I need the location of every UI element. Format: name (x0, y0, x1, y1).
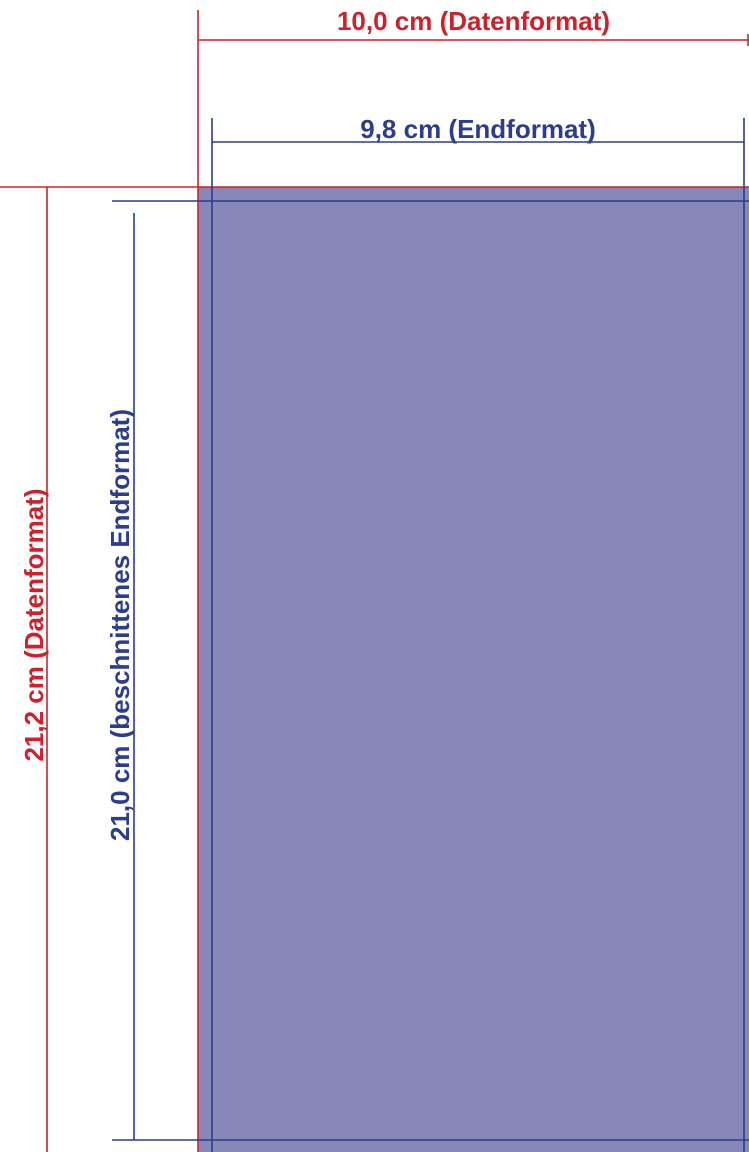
final-height-label: 21,0 cm (beschnittenes Endformat) (105, 409, 135, 841)
page-area (198, 187, 749, 1152)
data-height-label: 21,2 cm (Datenformat) (19, 488, 49, 762)
final-width-label: 9,8 cm (Endformat) (360, 114, 596, 144)
data-width-label: 10,0 cm (Datenformat) (336, 6, 611, 36)
final-format-lines (112, 118, 749, 1152)
